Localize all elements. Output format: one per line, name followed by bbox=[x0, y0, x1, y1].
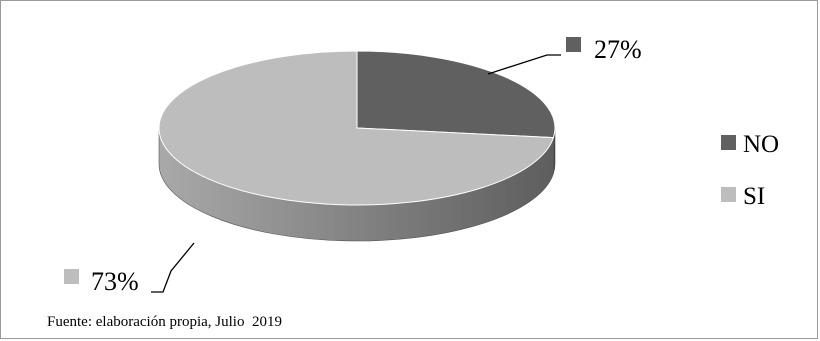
data-label-no: 27% bbox=[594, 35, 642, 64]
leader-lines bbox=[151, 54, 561, 293]
data-label-si: 73% bbox=[91, 267, 139, 296]
legend-swatch-si bbox=[721, 187, 736, 202]
leader-line-no bbox=[487, 54, 561, 75]
source-note: Fuente: elaboración propia, Julio 2019 bbox=[47, 314, 282, 330]
legend-swatch-no bbox=[721, 135, 736, 150]
legend-label-si: SI bbox=[743, 183, 765, 210]
label-swatch-si bbox=[64, 269, 79, 284]
data-labels: 27% 73% bbox=[64, 35, 642, 296]
pie-slice-no bbox=[356, 50, 556, 139]
legend: NO SI bbox=[721, 131, 779, 210]
pie-slice-si bbox=[158, 50, 555, 206]
pie-tops bbox=[158, 50, 556, 206]
leader-line-si bbox=[151, 242, 195, 293]
legend-label-no: NO bbox=[743, 131, 779, 158]
label-swatch-no bbox=[566, 37, 581, 52]
